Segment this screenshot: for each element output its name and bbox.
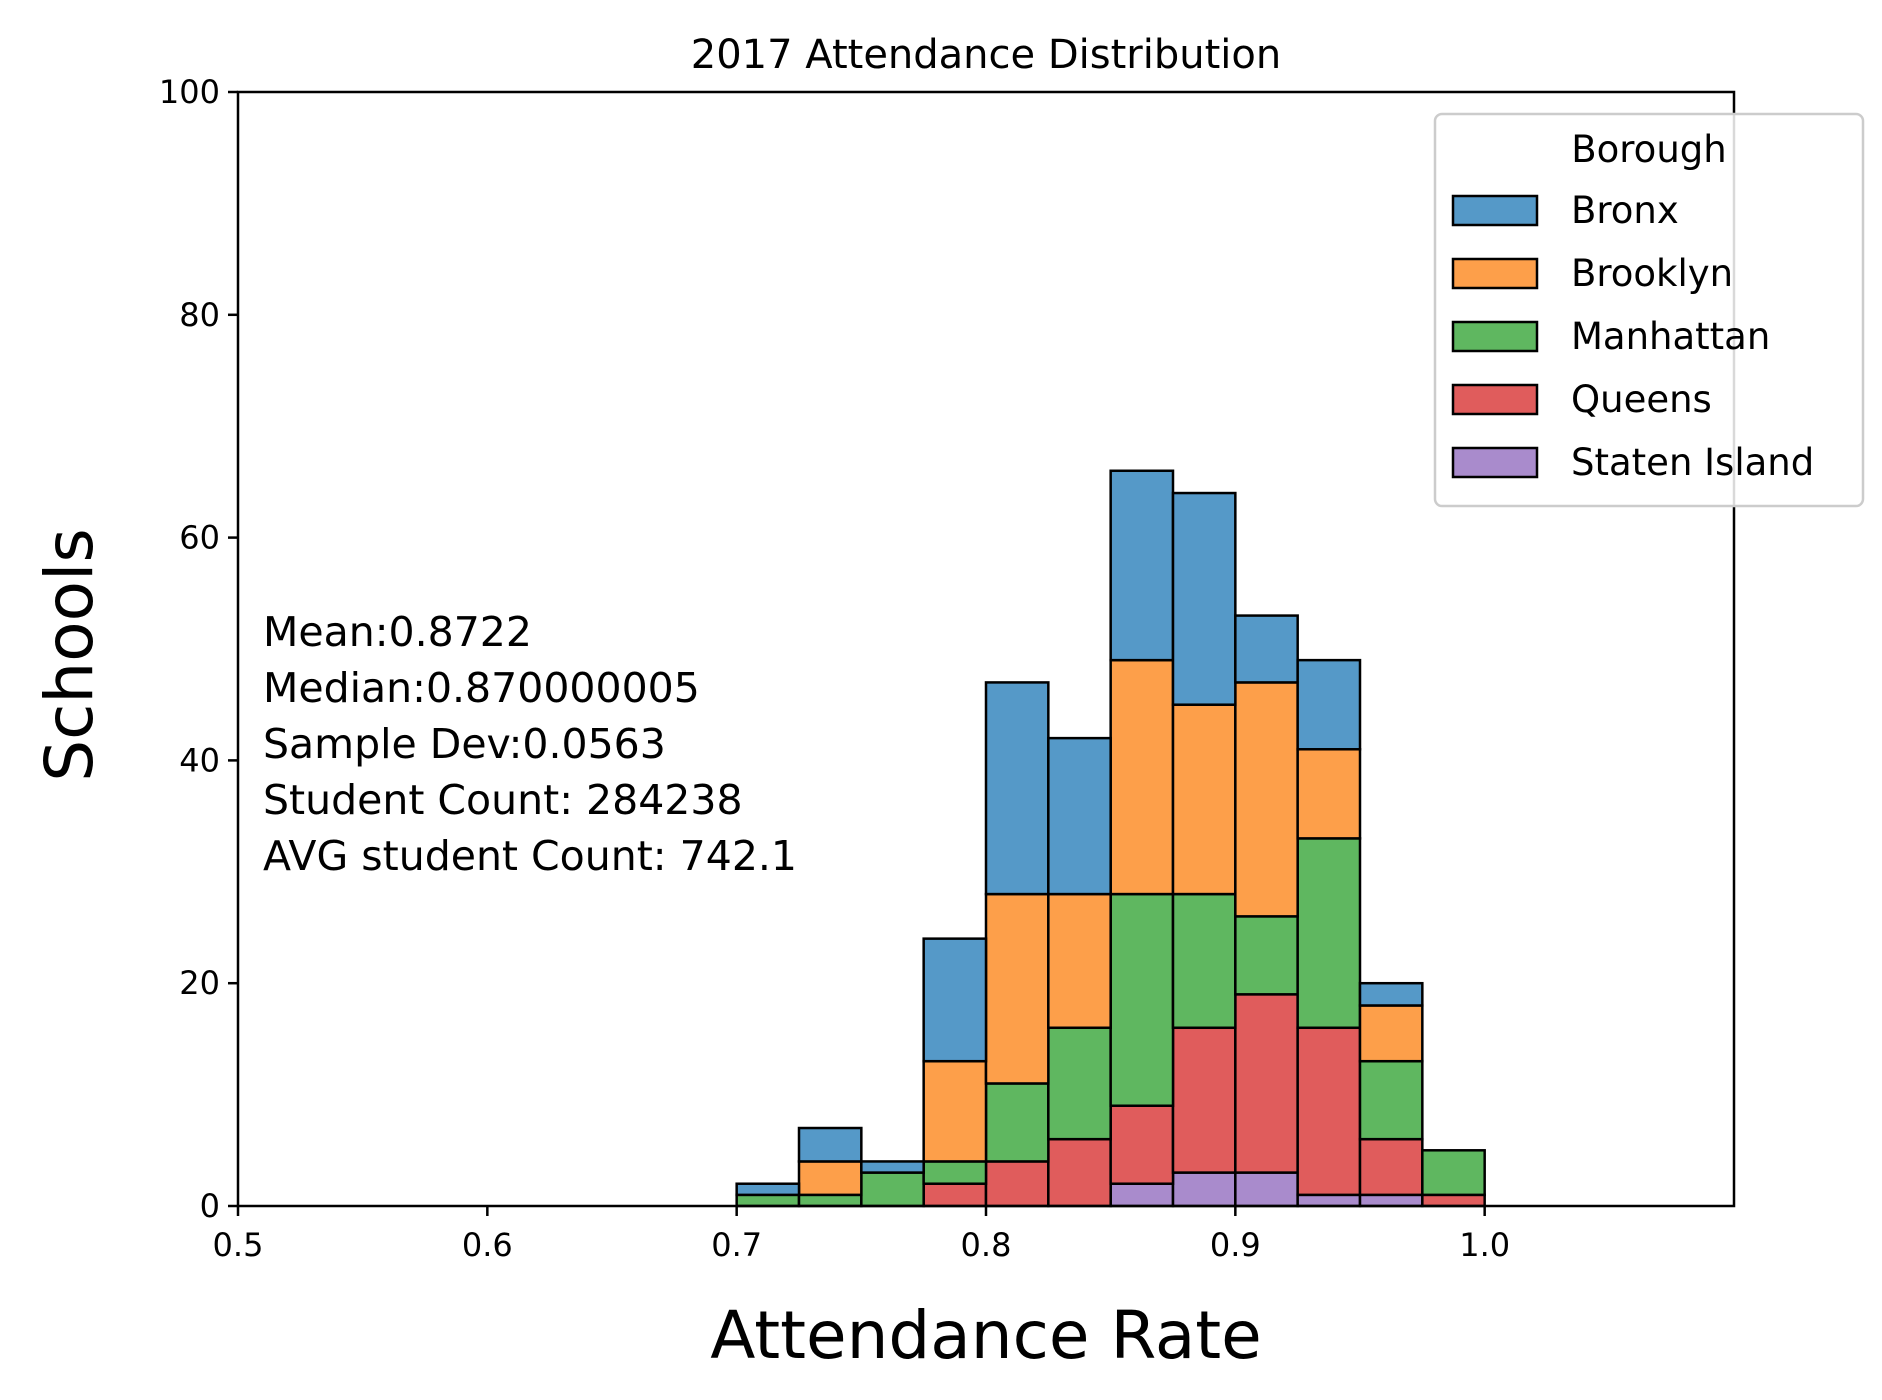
bar-manhattan-bin-17 xyxy=(1296,837,1362,1030)
bar-brooklyn-bin-12 xyxy=(984,892,1050,1085)
bar-bronx-bin-14 xyxy=(1109,469,1175,662)
legend-box xyxy=(1433,112,1865,508)
y-tick-label: 40 xyxy=(179,741,220,779)
bar-queens-bin-12 xyxy=(984,1160,1050,1208)
bar-manhattan-bin-9 xyxy=(797,1193,863,1208)
legend: Borough Bronx Brooklyn Manhattan Queens State… xyxy=(1433,112,1865,508)
bar-manhattan-bin-8 xyxy=(735,1193,801,1208)
y-tick-label: 80 xyxy=(179,296,220,334)
ticks-layer: 0.5 0.6 0.7 0.8 0.9 1.0 0 20 40 60 80 100 xyxy=(159,73,1510,1264)
bar-bronx-bin-17 xyxy=(1296,658,1362,751)
x-tick-label: 1.0 xyxy=(1459,1226,1510,1264)
stats-line: Median:0.870000005 xyxy=(263,664,700,712)
bar-queens-bin-19 xyxy=(1421,1193,1486,1208)
bar-staten-island-bin-15 xyxy=(1171,1171,1237,1208)
x-tick-label: 0.7 xyxy=(711,1226,762,1264)
bar-brooklyn-bin-17 xyxy=(1296,748,1362,840)
bar-brooklyn-bin-15 xyxy=(1171,703,1237,896)
bar-queens-bin-18 xyxy=(1358,1137,1424,1197)
legend-swatch-brooklyn xyxy=(1451,257,1539,290)
bar-manhattan-bin-15 xyxy=(1171,892,1237,1030)
bar-brooklyn-bin-18 xyxy=(1358,1004,1424,1063)
bar-queens-bin-13 xyxy=(1047,1137,1112,1208)
chart-title: 2017 Attendance Distribution xyxy=(691,32,1281,78)
bar-bronx-bin-11 xyxy=(922,937,988,1063)
stats-line: Sample Dev:0.0563 xyxy=(263,720,666,768)
bar-staten-island-bin-18 xyxy=(1358,1193,1424,1208)
x-tick-label: 0.6 xyxy=(462,1226,513,1264)
bar-staten-island-bin-14 xyxy=(1109,1182,1175,1208)
x-tick-label: 0.9 xyxy=(1210,1226,1261,1264)
bar-staten-island-bin-17 xyxy=(1296,1193,1362,1208)
bar-queens-bin-17 xyxy=(1296,1026,1362,1197)
x-axis-label: Attendance Rate xyxy=(710,1297,1262,1374)
y-axis-label: Schools xyxy=(31,528,108,782)
stats-annotation: Mean:0.8722 Median:0.870000005 Sample Dev:… xyxy=(263,608,797,880)
bar-bronx-bin-10 xyxy=(860,1160,925,1174)
legend-label-queens: Queens xyxy=(1571,378,1712,421)
bar-queens-bin-14 xyxy=(1109,1104,1175,1185)
bar-queens-bin-11 xyxy=(922,1182,988,1208)
bar-bronx-bin-12 xyxy=(984,681,1050,896)
bar-bronx-bin-9 xyxy=(797,1126,863,1163)
y-tick-label: 60 xyxy=(179,519,220,557)
legend-label-staten-island: Staten Island xyxy=(1571,441,1814,484)
legend-title: Borough xyxy=(1571,128,1726,171)
legend-swatch-bronx xyxy=(1451,194,1539,227)
bar-queens-bin-16 xyxy=(1234,993,1299,1174)
bar-brooklyn-bin-11 xyxy=(922,1059,988,1163)
y-tick-label: 20 xyxy=(179,964,220,1002)
bar-manhattan-bin-11 xyxy=(922,1160,988,1185)
bar-brooklyn-bin-13 xyxy=(1047,892,1112,1030)
bar-manhattan-bin-14 xyxy=(1109,892,1175,1107)
bar-queens-bin-15 xyxy=(1171,1026,1237,1174)
y-tick-label: 0 xyxy=(200,1187,220,1225)
stats-line: Student Count: 284238 xyxy=(263,776,743,824)
bar-bronx-bin-13 xyxy=(1047,736,1112,896)
bar-bronx-bin-8 xyxy=(735,1182,801,1197)
bar-manhattan-bin-12 xyxy=(984,1082,1050,1163)
bar-manhattan-bin-19 xyxy=(1421,1149,1486,1197)
legend-label-brooklyn: Brooklyn xyxy=(1571,252,1733,295)
bar-bronx-bin-18 xyxy=(1358,981,1424,1007)
bar-brooklyn-bin-14 xyxy=(1109,658,1175,896)
stats-line: Mean:0.8722 xyxy=(263,608,532,656)
x-tick-label: 0.5 xyxy=(213,1226,264,1264)
legend-swatch-staten-island xyxy=(1451,446,1539,479)
stats-line: AVG student Count: 742.1 xyxy=(263,832,797,880)
legend-label-manhattan: Manhattan xyxy=(1571,315,1770,358)
bar-brooklyn-bin-16 xyxy=(1234,681,1299,918)
x-tick-label: 0.8 xyxy=(961,1226,1012,1264)
bar-manhattan-bin-18 xyxy=(1358,1059,1424,1141)
y-tick-label: 100 xyxy=(159,73,220,111)
bar-brooklyn-bin-9 xyxy=(797,1160,863,1197)
bar-bronx-bin-16 xyxy=(1234,614,1299,684)
bar-manhattan-bin-13 xyxy=(1047,1026,1112,1141)
bar-bronx-bin-15 xyxy=(1171,491,1237,706)
legend-swatch-queens xyxy=(1451,383,1539,416)
bar-manhattan-bin-10 xyxy=(860,1171,925,1208)
legend-label-bronx: Bronx xyxy=(1571,189,1679,232)
legend-swatch-manhattan xyxy=(1451,320,1539,353)
bar-staten-island-bin-16 xyxy=(1234,1171,1299,1208)
bar-manhattan-bin-16 xyxy=(1234,915,1299,996)
bars-layer xyxy=(735,469,1486,1208)
